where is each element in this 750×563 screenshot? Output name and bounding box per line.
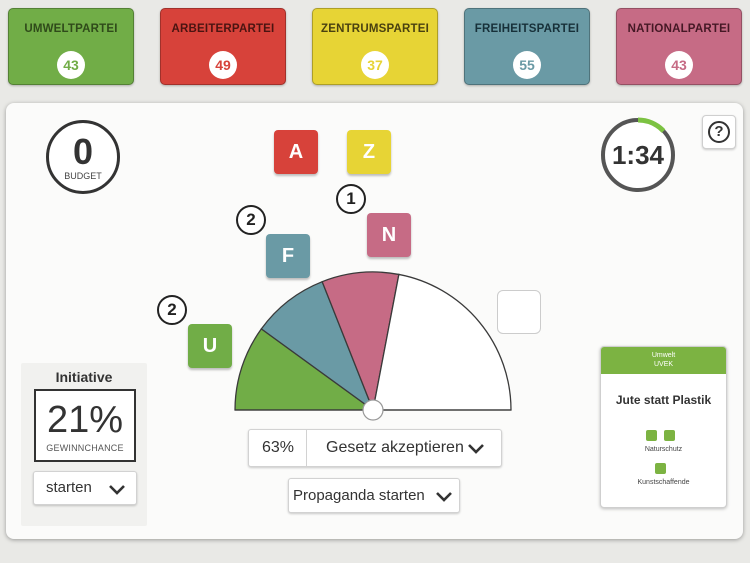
party-card-freiheitspartei[interactable]: FREIHEITSPARTEI 55 <box>464 8 590 85</box>
party-card-umweltpartei[interactable]: UMWELTPARTEI 43 <box>8 8 134 85</box>
party-seat-count: 55 <box>513 51 541 79</box>
propaganda-label: Propaganda starten <box>293 487 425 504</box>
propaganda-dropdown[interactable]: Propaganda starten <box>288 478 460 513</box>
party-name: NATIONALPARTEI <box>627 23 731 35</box>
initiative-start-dropdown[interactable]: starten <box>33 471 137 505</box>
initiative-panel: Initiative 21% GEWINNCHANCE starten <box>21 363 147 526</box>
chevron-down-icon <box>468 444 484 454</box>
interest-group-label: Kunstschaffende <box>637 479 690 486</box>
party-seat-count: 49 <box>209 51 237 79</box>
timer-ring <box>601 117 675 192</box>
party-tile-n[interactable]: N <box>367 213 411 257</box>
chevron-down-icon <box>436 492 452 502</box>
initiative-title: Initiative <box>55 369 113 385</box>
badge-u-count: 2 <box>157 295 187 325</box>
party-tile-u[interactable]: U <box>188 324 232 368</box>
hemicycle-segment-umweltpartei <box>234 327 376 411</box>
law-card-title: Jute statt Plastik <box>615 393 712 407</box>
vote-action-label: Gesetz akzeptieren <box>326 439 464 456</box>
vote-percent-cell: 63% <box>249 430 307 466</box>
party-name: ZENTRUMSPARTEI <box>320 23 429 35</box>
party-name: UMWELTPARTEI <box>24 23 118 35</box>
supporter-token <box>664 430 675 441</box>
question-icon: ? <box>708 121 730 143</box>
law-card-party: Umwelt <box>651 352 676 359</box>
party-seat-count: 43 <box>57 51 85 79</box>
hemicycle-segment-frei <box>372 273 512 411</box>
hemicycle-center-knob[interactable] <box>362 399 384 421</box>
law-card-header: Umwelt UVEK <box>601 347 726 374</box>
parliament-hemicycle <box>234 271 512 421</box>
help-button[interactable]: ? <box>702 115 736 149</box>
party-seat-count: 37 <box>361 51 389 79</box>
party-tile-a[interactable]: A <box>274 130 318 174</box>
law-card-ministry: UVEK <box>653 361 674 368</box>
party-name: FREIHEITSPARTEI <box>474 23 580 35</box>
supporter-token <box>646 430 657 441</box>
party-card-arbeiterpartei[interactable]: ARBEITERPARTEI 49 <box>160 8 286 85</box>
win-chance-percent: 21% <box>46 399 124 441</box>
vote-dropdown[interactable]: 63% Gesetz akzeptieren <box>248 429 502 467</box>
budget-value: 0 <box>72 131 94 172</box>
empty-tile-slot[interactable] <box>497 290 541 334</box>
budget-indicator: 0 BUDGET <box>46 120 120 194</box>
win-chance-label: GEWINNCHANCE <box>46 443 124 453</box>
supporter-token <box>655 463 666 474</box>
initiative-start-label: starten <box>46 479 92 496</box>
interest-group-label: Naturschutz <box>644 446 683 453</box>
round-timer: 1:34 <box>599 116 677 194</box>
badge-n-count: 1 <box>336 184 366 214</box>
party-card-zentrumspartei[interactable]: ZENTRUMSPARTEI 37 <box>312 8 438 85</box>
party-name: ARBEITERPARTEI <box>171 23 275 35</box>
party-tile-f[interactable]: F <box>266 234 310 278</box>
party-card-nationalpartei[interactable]: NATIONALPARTEI 43 <box>616 8 742 85</box>
win-chance-box: 21% GEWINNCHANCE <box>34 389 136 462</box>
chevron-down-icon <box>109 485 125 495</box>
party-tile-z[interactable]: Z <box>347 130 391 174</box>
game-board: 0 BUDGET 1:34 ? A Z N F U 1 2 2 63% Gese… <box>6 103 743 539</box>
badge-f-count: 2 <box>236 205 266 235</box>
budget-label: BUDGET <box>64 171 102 181</box>
timer-value: 1:34 <box>611 140 665 170</box>
vote-percent: 63% <box>261 439 295 456</box>
timer-progress-arc <box>637 117 666 133</box>
party-seat-count: 43 <box>665 51 693 79</box>
law-card[interactable]: Umwelt UVEK Jute statt Plastik Naturschu… <box>600 346 727 508</box>
